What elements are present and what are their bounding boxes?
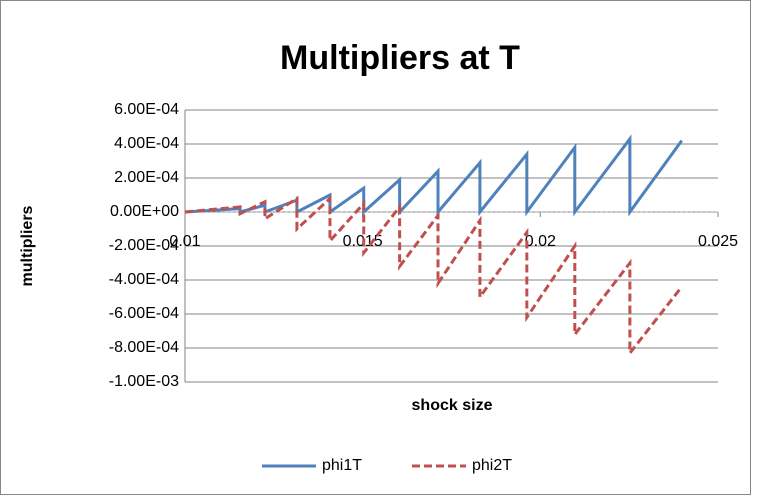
y-tick-label: -2.00E-04: [109, 237, 179, 254]
y-tick-label: -1.00E-03: [109, 373, 179, 390]
y-tick-label: 0.00E+00: [110, 203, 179, 220]
y-tick-label: 4.00E-04: [114, 135, 179, 152]
x-tick-label: 0.025: [698, 233, 738, 250]
data-line: [184, 194, 683, 358]
legend-label: phi1T: [322, 457, 362, 474]
y-tick-label: -6.00E-04: [109, 305, 179, 322]
y-axis-title: multipliers: [19, 205, 36, 286]
y-tick-label: -4.00E-04: [109, 271, 179, 288]
legend-label: phi2T: [472, 457, 512, 474]
x-tick-label: 0.02: [525, 233, 556, 250]
x-axis-title: shock size: [412, 397, 493, 414]
chart-title: Multipliers at T: [280, 39, 520, 77]
y-tick-label: 2.00E-04: [114, 169, 179, 186]
y-tick-label: -8.00E-04: [109, 339, 179, 356]
x-tick-label: 0.01: [169, 233, 200, 250]
y-tick-label: 6.00E-04: [114, 101, 179, 118]
